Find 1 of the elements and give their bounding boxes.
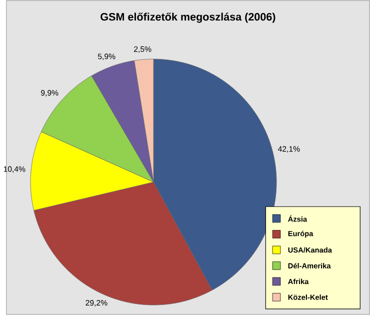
chart-title: GSM előfizetők megoszlása (2006) <box>100 12 276 23</box>
